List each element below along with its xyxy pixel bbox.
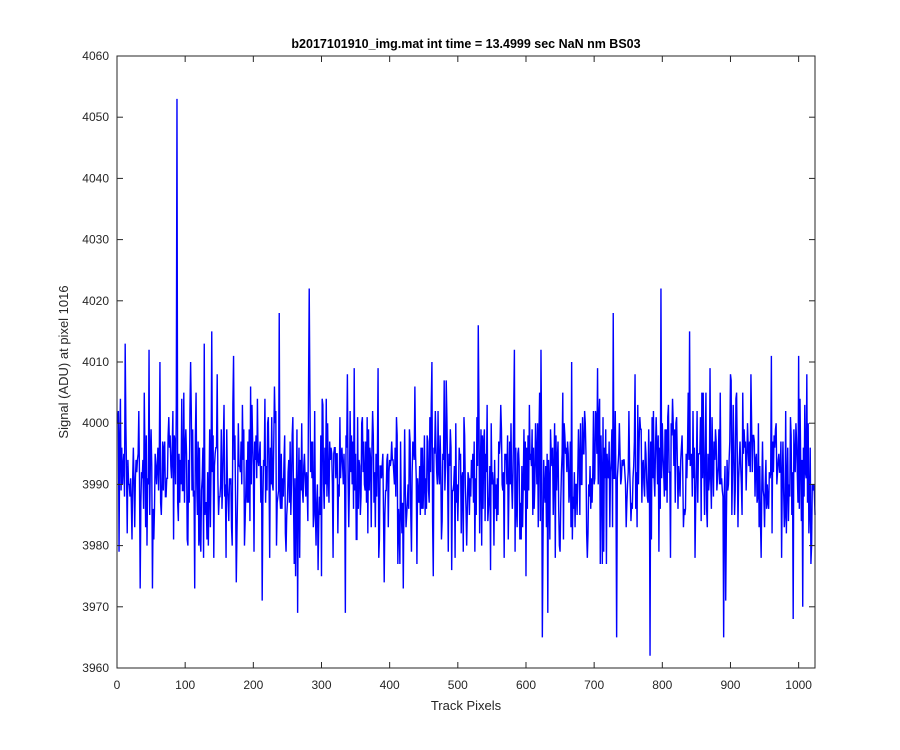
y-tick-label: 4060 xyxy=(82,49,109,63)
x-tick-label: 400 xyxy=(380,678,400,692)
x-tick-label: 1000 xyxy=(785,678,812,692)
y-tick-label: 4040 xyxy=(82,171,109,185)
x-tick-label: 300 xyxy=(311,678,331,692)
axes-box xyxy=(116,55,816,669)
y-tick-label: 3980 xyxy=(82,539,109,553)
x-tick-label: 800 xyxy=(652,678,672,692)
plot-area xyxy=(117,56,815,668)
y-tick-label: 4010 xyxy=(82,355,109,369)
x-axis-label: Track Pixels xyxy=(431,698,502,713)
x-tick-label: 900 xyxy=(720,678,740,692)
chart-title: b2017101910_img.mat int time = 13.4999 s… xyxy=(291,37,640,51)
x-tick-label: 500 xyxy=(448,678,468,692)
y-tick-label: 3960 xyxy=(82,661,109,675)
x-tick-label: 100 xyxy=(175,678,195,692)
series-layer xyxy=(116,98,816,656)
x-tick-label: 700 xyxy=(584,678,604,692)
x-tick-label: 0 xyxy=(114,678,121,692)
y-tick-label: 4030 xyxy=(82,233,109,247)
x-tick-label: 200 xyxy=(243,678,263,692)
ticks-layer: 0 100 200 300 400 500 600 700 800 900 1000 3960 3970… xyxy=(82,49,815,692)
y-tick-label: 4000 xyxy=(82,416,109,430)
signal-series-line xyxy=(116,98,816,656)
y-axis-label: Signal (ADU) at pixel 1016 xyxy=(56,285,71,438)
y-tick-label: 4050 xyxy=(82,110,109,124)
x-tick-label: 600 xyxy=(516,678,536,692)
y-tick-label: 3990 xyxy=(82,477,109,491)
y-tick-label: 4020 xyxy=(82,294,109,308)
y-tick-label: 3970 xyxy=(82,600,109,614)
